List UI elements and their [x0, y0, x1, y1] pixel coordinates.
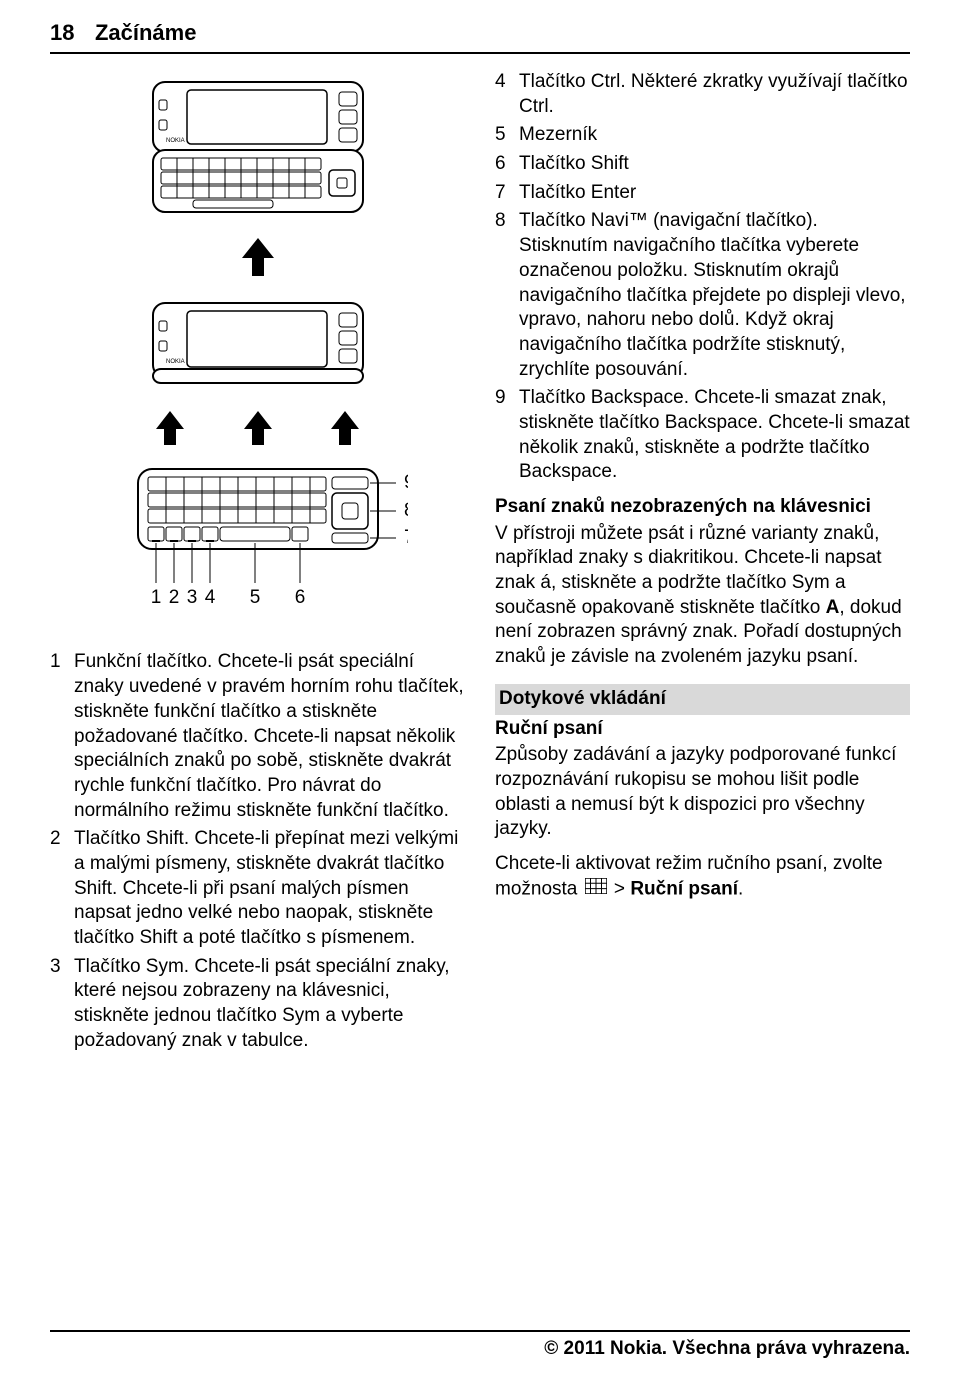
item-number: 2 — [50, 827, 74, 950]
keyboard-grid-icon — [585, 877, 607, 902]
item-text: Tlačítko Sym. Chcete-li psát speciální z… — [74, 955, 465, 1054]
page-header: 18 Začínáme — [50, 20, 910, 54]
item-text: Mezerník — [519, 123, 910, 148]
item-number: 5 — [495, 123, 519, 148]
rucni-activate-bold: Ruční psaní — [630, 878, 738, 899]
list-item: 1 Funkční tlačítko. Chcete-li psát speci… — [50, 650, 465, 823]
left-numbered-list: 1 Funkční tlačítko. Chcete-li psát speci… — [50, 650, 465, 1053]
item-number: 3 — [50, 955, 74, 1054]
psani-heading: Psaní znaků nezobrazených na klávesnici — [495, 495, 910, 520]
arrow-up-icon — [329, 409, 361, 447]
kb-label-6: 6 — [294, 587, 305, 608]
page-number: 18 — [50, 20, 74, 45]
keyboard-labeled-icon: 1 2 3 4 5 6 7 8 9 — [108, 463, 408, 623]
arrow-up-icon — [242, 409, 274, 447]
arrow-single — [108, 236, 408, 286]
phone-open-icon: NOKIA — [143, 80, 373, 220]
left-column: NOKIA — [50, 70, 465, 1057]
list-item: 2 Tlačítko Shift. Chcete-li přepínat mez… — [50, 827, 465, 950]
item-number: 1 — [50, 650, 74, 823]
item-number: 8 — [495, 209, 519, 382]
list-item: 8 Tlačítko Navi™ (navigační tlačítko). S… — [495, 209, 910, 382]
page-footer: © 2011 Nokia. Všechna práva vyhrazena. — [50, 1330, 910, 1360]
item-text: Tlačítko Ctrl. Některé zkratky využívají… — [519, 70, 910, 119]
item-number: 9 — [495, 386, 519, 485]
psani-body-1: V přístroji můžete psát i různé varianty… — [495, 523, 882, 618]
item-number: 7 — [495, 181, 519, 206]
phone-illustration: NOKIA — [108, 80, 408, 630]
list-item: 5 Mezerník — [495, 123, 910, 148]
rucni-body: Způsoby zadávání a jazyky podporované fu… — [495, 743, 910, 842]
item-text: Funkční tlačítko. Chcete-li psát speciál… — [74, 650, 465, 823]
kb-label-1: 1 — [150, 587, 161, 608]
rucni-activate: Chcete-li aktivovat režim ručního psaní,… — [495, 852, 910, 902]
arrow-up-icon — [240, 236, 276, 278]
kb-label-7: 7 — [404, 527, 408, 548]
arrow-triple — [108, 409, 408, 455]
kb-label-8: 8 — [404, 500, 408, 521]
item-text: Tlačítko Shift. Chcete-li přepínat mezi … — [74, 827, 465, 950]
rucni-heading: Ruční psaní — [495, 717, 910, 742]
phone-top: NOKIA — [108, 80, 408, 228]
rucni-activate-3: . — [738, 878, 743, 899]
rucni-activate-sep: > — [609, 878, 631, 899]
psani-body: V přístroji můžete psát i různé varianty… — [495, 522, 910, 670]
kb-label-5: 5 — [249, 587, 260, 608]
content-columns: NOKIA — [50, 70, 910, 1057]
item-text: Tlačítko Enter — [519, 181, 910, 206]
list-item: 4 Tlačítko Ctrl. Některé zkratky využíva… — [495, 70, 910, 119]
psani-bold-a: A — [826, 597, 840, 618]
item-text: Tlačítko Backspace. Chcete-li smazat zna… — [519, 386, 910, 485]
section-title: Začínáme — [95, 20, 197, 45]
svg-text:NOKIA: NOKIA — [166, 138, 185, 144]
right-numbered-list: 4 Tlačítko Ctrl. Některé zkratky využíva… — [495, 70, 910, 485]
phone-middle: NOKIA — [108, 293, 408, 401]
list-item: 3 Tlačítko Sym. Chcete-li psát speciální… — [50, 955, 465, 1054]
phone-closed-icon: NOKIA — [143, 293, 373, 393]
right-column: 4 Tlačítko Ctrl. Některé zkratky využíva… — [495, 70, 910, 1057]
item-text: Tlačítko Shift — [519, 152, 910, 177]
item-number: 6 — [495, 152, 519, 177]
list-item: 7 Tlačítko Enter — [495, 181, 910, 206]
list-item: 6 Tlačítko Shift — [495, 152, 910, 177]
keyboard-diagram: 1 2 3 4 5 6 7 8 9 — [108, 463, 408, 631]
vkladani-heading: Dotykové vkládání — [495, 684, 910, 715]
kb-label-2: 2 — [168, 587, 179, 608]
item-text: Tlačítko Navi™ (navigační tlačítko). Sti… — [519, 209, 910, 382]
svg-text:NOKIA: NOKIA — [166, 359, 185, 365]
kb-label-4: 4 — [204, 587, 215, 608]
kb-label-3: 3 — [186, 587, 197, 608]
list-item: 9 Tlačítko Backspace. Chcete-li smazat z… — [495, 386, 910, 485]
arrow-up-icon — [154, 409, 186, 447]
item-number: 4 — [495, 70, 519, 119]
kb-label-9: 9 — [404, 472, 408, 493]
